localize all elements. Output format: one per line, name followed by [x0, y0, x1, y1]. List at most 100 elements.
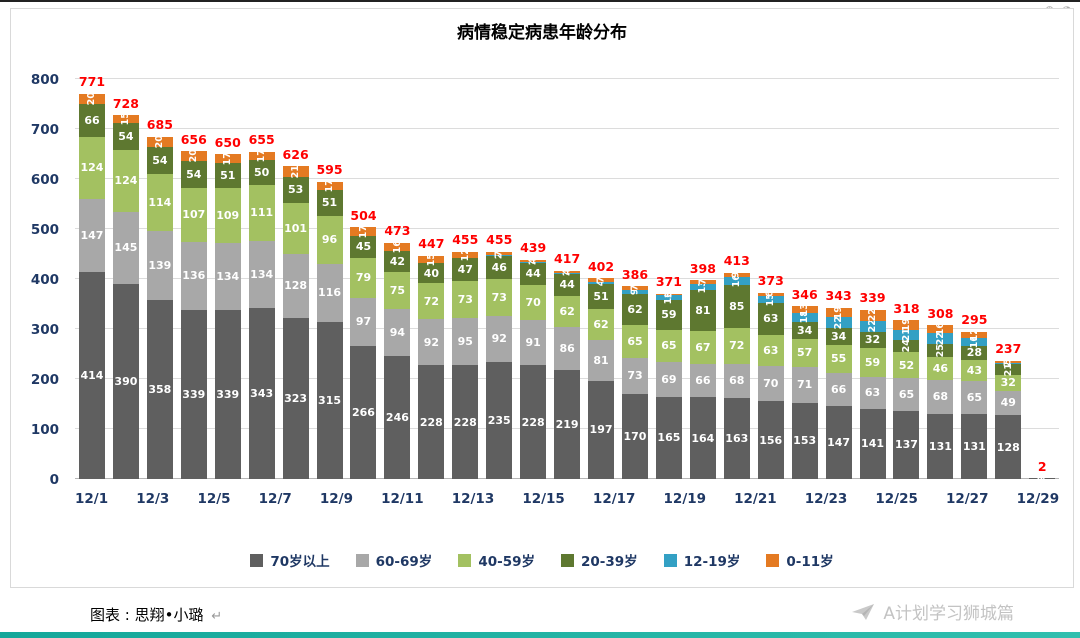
x-tick-label: 12/15 [522, 491, 565, 507]
legend-label: 70岁以上 [270, 554, 330, 570]
segment-value-label: 170 [623, 430, 647, 443]
segment-value-label: 81 [593, 353, 609, 367]
bar-columns: 414 147 124 66 20 771 390 145 124 54 15 728 358 139 11… [75, 75, 1059, 482]
segment-value-label: 16 [391, 239, 403, 254]
bar-segment: 16 [961, 335, 988, 348]
segment-value-label: 51 [220, 168, 236, 182]
bar-segment: 124 [78, 136, 105, 199]
bar-segment: 137 [893, 410, 920, 479]
bar-segment: 46 [486, 256, 513, 279]
bar-segment: 22 [859, 308, 886, 322]
bar-segment: 44 [554, 273, 581, 296]
bar-segment: 7 [621, 284, 648, 291]
total-label: 439 [520, 240, 547, 255]
segment-value-label: 107 [182, 208, 206, 222]
bar-stack: 164 66 67 81 13 7 [689, 278, 716, 479]
y-tick-label: 800 [30, 71, 59, 88]
bar-segment: 2 [554, 270, 581, 276]
segment-value-label: 57 [797, 346, 813, 360]
segment-value-label: 59 [864, 355, 881, 369]
segment-value-label: 96 [321, 233, 338, 246]
bar-segment: 63 [757, 303, 784, 335]
bar-segment: 54 [180, 161, 207, 188]
total-label: 626 [282, 146, 309, 162]
segment-value-label: 73 [457, 292, 473, 306]
bar-column: 131 65 43 28 16 12 295 [957, 79, 991, 479]
bar-segment: 65 [893, 378, 920, 411]
bar-segment: 13 [689, 280, 716, 293]
legend-swatch [458, 553, 472, 567]
bar-stack: 339 134 109 51 17 [214, 152, 241, 479]
bar-stack: 228 92 72 40 15 [418, 253, 445, 479]
segment-value-label: 72 [729, 339, 745, 352]
segment-value-label: 45 [355, 240, 372, 254]
bar-stack: 137 65 52 24 21 19 [893, 318, 920, 479]
segment-value-label: 134 [216, 269, 240, 283]
bar-segment: 128 [995, 415, 1022, 479]
bar-segment: 32 [859, 331, 886, 348]
bar-segment: 339 [214, 309, 241, 479]
segment-value-label: 3 [663, 290, 675, 298]
segment-value-label: 54 [118, 129, 134, 143]
bar-segment: 128 [282, 253, 309, 318]
segment-value-label: 17 [323, 179, 335, 193]
watermark-text: A计划学习狮城篇 [883, 604, 1014, 624]
total-label: 318 [893, 300, 920, 316]
x-axis: 12/1 12/3 12/5 12/7 12/9 12/11 12/13 12/15 12/17… [75, 491, 1059, 507]
legend-swatch [561, 553, 574, 567]
total-label: 417 [554, 251, 581, 266]
bar-segment: 72 [723, 327, 750, 364]
bar-segment: 145 [112, 211, 139, 284]
x-tick-label: 12/21 [734, 491, 777, 507]
bar-segment: 97 [350, 297, 377, 346]
segment-value-label: 163 [725, 431, 749, 445]
bar-segment: 114 [146, 173, 173, 231]
bar-column: 323 128 101 53 21 626 [279, 79, 313, 479]
segment-value-label: 124 [114, 174, 138, 187]
segment-value-label: 124 [80, 161, 104, 174]
bar-segment: 358 [146, 300, 173, 479]
bar-stack: 358 139 114 54 20 [146, 134, 173, 479]
bar-stack: 153 71 57 34 18 13 [791, 303, 818, 479]
bar-segment: 70 [520, 284, 547, 320]
segment-value-label: 20 [154, 134, 166, 149]
bar-stack: 165 69 65 59 10 3 [655, 290, 682, 479]
total-label: 455 [452, 232, 479, 247]
bar-segment: 62 [621, 294, 648, 325]
bar-column: 414 147 124 66 20 771 [75, 75, 109, 479]
bar-segment: 12 [961, 328, 988, 341]
segment-value-label: 62 [559, 304, 575, 318]
segment-value-label: 235 [487, 413, 511, 427]
total-label: 295 [961, 312, 988, 327]
bar-segment: 51 [316, 190, 343, 216]
segment-value-label: 16 [934, 322, 946, 336]
legend-label: 40-59岁 [478, 554, 535, 570]
segment-value-label: 73 [627, 369, 643, 383]
x-tick-label [424, 491, 452, 507]
bar-segment: 12 [452, 248, 479, 261]
segment-value-label: 136 [182, 269, 206, 282]
segment-value-label: 25 [934, 343, 946, 357]
bar-column: 163 68 72 85 16 9 413 [720, 79, 754, 479]
segment-value-label: 55 [830, 352, 847, 366]
segment-value-label: 43 [966, 363, 982, 377]
x-tick-label [353, 491, 381, 507]
segment-value-label: 165 [657, 431, 681, 445]
bar-stack: 323 128 101 53 21 [282, 165, 309, 479]
gridline [75, 78, 1059, 79]
segment-value-label: 266 [351, 406, 375, 419]
paper-plane-icon [852, 603, 875, 620]
bar-segment: 134 [248, 240, 275, 308]
bar-segment: 70 [757, 366, 784, 401]
bar-stack: 390 145 124 54 15 [112, 112, 139, 479]
segment-value-label: 15 [120, 112, 132, 126]
legend-label: 0-11岁 [786, 554, 834, 570]
segment-value-label: 65 [898, 387, 915, 401]
bar-segment: 9 [621, 288, 648, 295]
bar-segment: 228 [418, 365, 445, 479]
x-tick-label: 12/1 [75, 491, 109, 507]
bar-segment: 124 [112, 149, 139, 212]
x-tick-label [292, 491, 320, 507]
total-label: 402 [587, 258, 615, 274]
segment-value-label: 42 [389, 254, 406, 268]
